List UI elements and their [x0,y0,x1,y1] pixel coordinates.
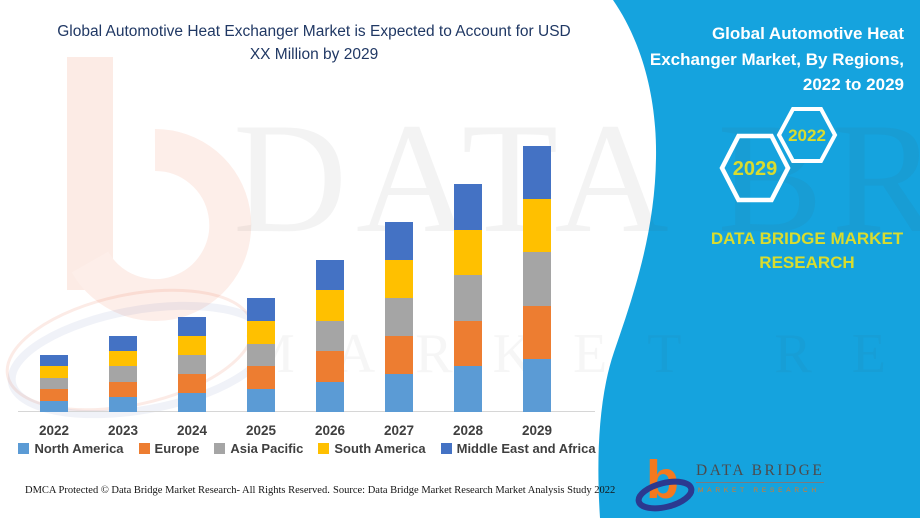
legend-item-middle-east-and-africa: Middle East and Africa [440,441,596,456]
legend-item-north-america: North America [18,441,124,456]
bar-segment-2027-europe [385,336,413,374]
bar-segment-2026-middle-east-and-africa [316,260,344,291]
bar-segment-2029-north-america [523,358,551,412]
source-note: Source: Data Bridge Market Research Mark… [333,485,616,496]
chart-title-line2: XX Million by 2029 [249,46,379,64]
legend-item-asia-pacific: Asia Pacific [214,441,303,456]
bar-segment-2028-north-america [454,366,482,412]
x-axis-label-2026: 2026 [314,423,346,438]
bar-segment-2024-north-america [178,393,206,412]
legend-marker-icon [138,443,150,454]
legend-label: Europe [154,441,200,456]
bar-segment-2022-south-america [40,366,68,378]
brand-text: DATA BRIDGE MARKET RESEARCH [700,227,914,275]
bar-segment-2027-asia-pacific [385,298,413,336]
bar-segment-2023-asia-pacific [109,366,137,382]
bar-segment-2028-asia-pacific [454,275,482,321]
logo-subtitle: MARKET RESEARCH [698,487,820,494]
bar-segment-2024-europe [178,374,206,393]
bar-segment-2029-south-america [523,199,551,253]
bar-segment-2027-south-america [385,260,413,298]
legend-marker-icon [18,443,30,454]
bar-segment-2022-europe [40,389,68,401]
bar-segment-2022-asia-pacific [40,377,68,390]
bar-segment-2024-asia-pacific [178,355,206,374]
bar-segment-2026-asia-pacific [316,320,344,352]
bar-segment-2025-south-america [247,320,275,344]
chart-title: Global Automotive Heat Exchanger Market … [8,20,620,67]
dmca-notice: DMCA Protected © Data Bridge Market Rese… [25,485,330,496]
bar-segment-2024-middle-east-and-africa [178,317,206,336]
legend-label: Middle East and Africa [456,441,596,456]
bar-segment-2029-asia-pacific [523,252,551,306]
side-panel-title: Global Automotive Heat Exchanger Market,… [642,21,904,98]
chart-legend: North America Europe Asia Pacific South Ame… [18,441,596,456]
legend-label: North America [34,441,124,456]
hexagon-badges: 2029 2022 [719,107,838,203]
hexagon-2029-label: 2029 [733,158,778,180]
x-axis-label-2024: 2024 [176,423,208,438]
bar-segment-2026-south-america [316,290,344,321]
hexagon-2029 [719,133,791,203]
bar-segment-2027-north-america [385,374,413,412]
bar-segment-2029-europe [523,305,551,359]
hexagon-2022-label: 2022 [788,126,826,145]
brand-text-line2: RESEARCH [759,252,855,272]
legend-item-south-america: South America [318,441,426,456]
x-axis-label-2029: 2029 [521,423,553,438]
bar-segment-2025-middle-east-and-africa [247,298,275,321]
bar-segment-2026-europe [316,351,344,382]
bar-segment-2028-middle-east-and-africa [454,184,482,230]
x-axis-line [18,411,595,412]
hexagon-2022 [776,107,838,163]
bar-segment-2023-north-america [109,396,137,412]
x-axis-label-2027: 2027 [383,423,415,438]
chart-title-line1: Global Automotive Heat Exchanger Market … [57,23,571,40]
side-panel-fill [598,0,920,518]
x-axis-label-2023: 2023 [107,423,139,438]
legend-marker-icon [214,443,226,454]
bar-segment-2025-north-america [247,389,275,412]
logo-swoosh [635,478,695,512]
side-panel-title-line1: Global Automotive Heat [711,24,904,43]
brand-text-line1: DATA BRIDGE MARKET [710,229,904,248]
x-axis-label-2025: 2025 [245,423,277,438]
bar-segment-2025-europe [247,366,275,390]
bar-segment-2022-north-america [40,400,68,412]
bar-segment-2028-europe [454,320,482,367]
side-panel-title-line2: Exchanger Market, By Regions, [649,49,904,69]
bar-segment-2027-middle-east-and-africa [385,222,413,260]
bar-segment-2025-asia-pacific [247,343,275,367]
legend-label: Asia Pacific [230,441,304,456]
legend-marker-icon [318,443,330,454]
legend-marker-icon [440,443,452,454]
bar-segment-2023-middle-east-and-africa [109,336,137,352]
side-panel-title-line3: 2022 to 2029 [802,75,904,94]
bar-segment-2026-north-america [316,381,344,412]
legend-label: South America [334,441,426,456]
bar-segment-2024-south-america [178,336,206,355]
bar-segment-2022-middle-east-and-africa [40,355,68,367]
databridge-logo-icon: b [635,450,695,512]
bar-segment-2029-middle-east-and-africa [523,146,551,200]
bar-segment-2023-europe [109,381,137,397]
x-axis-label-2028: 2028 [452,423,484,438]
bar-segment-2023-south-america [109,351,137,367]
logo-wordmark: DATA BRIDGE [696,462,825,483]
legend-item-europe: Europe [138,441,200,456]
x-axis-label-2022: 2022 [38,423,70,438]
bar-segment-2028-south-america [454,229,482,276]
